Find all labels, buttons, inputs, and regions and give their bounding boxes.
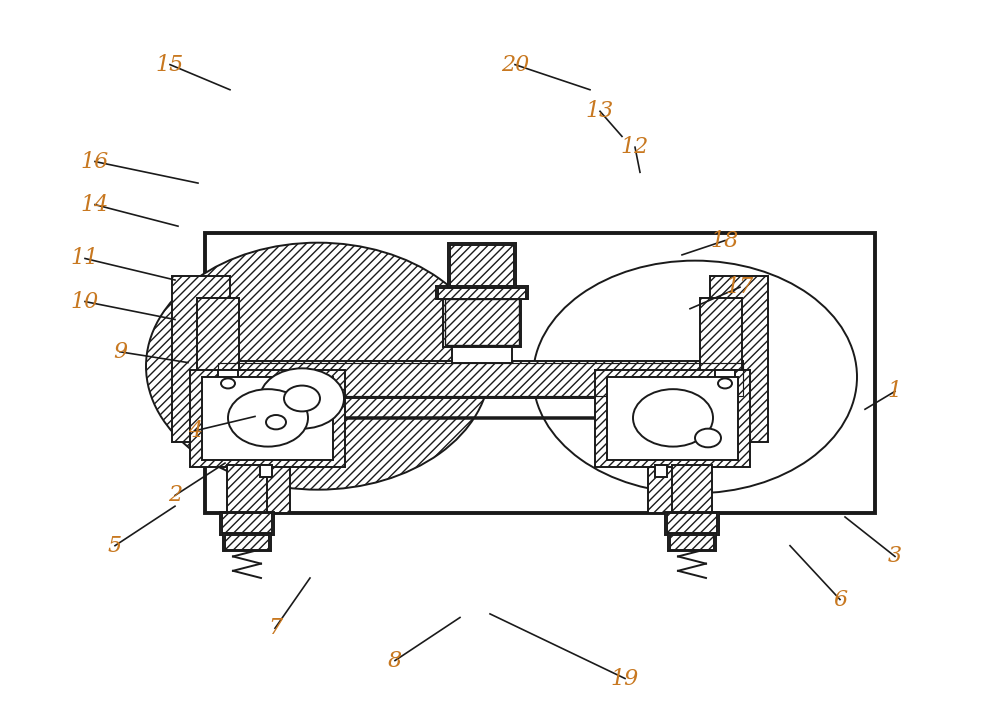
Bar bbox=[710, 276, 768, 442]
Bar bbox=[252, 397, 290, 513]
Text: 3: 3 bbox=[888, 546, 902, 567]
Text: 8: 8 bbox=[388, 650, 402, 671]
Bar bbox=[438, 288, 526, 299]
Bar bbox=[450, 245, 514, 286]
Bar bbox=[220, 512, 274, 535]
Bar bbox=[218, 370, 238, 396]
Bar bbox=[655, 465, 667, 477]
Text: 14: 14 bbox=[81, 194, 109, 215]
Text: 7: 7 bbox=[268, 617, 282, 639]
Bar bbox=[227, 465, 267, 513]
Circle shape bbox=[633, 389, 713, 447]
Text: 11: 11 bbox=[71, 248, 99, 269]
Bar bbox=[218, 363, 743, 396]
Text: 6: 6 bbox=[833, 589, 847, 610]
Text: 10: 10 bbox=[71, 291, 99, 312]
Text: 12: 12 bbox=[621, 136, 649, 158]
Bar bbox=[595, 370, 750, 467]
Bar bbox=[443, 298, 521, 347]
Text: 17: 17 bbox=[726, 276, 754, 298]
Bar bbox=[672, 465, 712, 513]
Text: 5: 5 bbox=[108, 535, 122, 556]
Bar bbox=[197, 298, 239, 373]
Bar bbox=[670, 535, 714, 550]
Circle shape bbox=[284, 386, 320, 411]
Bar bbox=[448, 243, 516, 288]
Bar bbox=[668, 533, 716, 551]
Text: 19: 19 bbox=[611, 668, 639, 689]
Bar bbox=[190, 370, 345, 467]
Text: 18: 18 bbox=[711, 230, 739, 251]
Text: 1: 1 bbox=[888, 381, 902, 402]
Text: 2: 2 bbox=[168, 485, 182, 506]
Bar bbox=[222, 513, 272, 533]
Circle shape bbox=[695, 429, 721, 447]
Bar bbox=[223, 533, 271, 551]
Bar bbox=[225, 535, 269, 550]
Bar bbox=[665, 512, 719, 535]
Bar bbox=[436, 286, 528, 299]
Bar bbox=[648, 397, 686, 513]
Bar bbox=[715, 370, 735, 396]
Text: 13: 13 bbox=[586, 101, 614, 122]
Circle shape bbox=[221, 378, 235, 388]
Bar bbox=[607, 377, 738, 460]
Circle shape bbox=[260, 368, 344, 429]
Text: 9: 9 bbox=[113, 341, 127, 363]
Circle shape bbox=[228, 389, 308, 447]
Bar bbox=[445, 299, 519, 345]
Text: 20: 20 bbox=[501, 54, 529, 75]
Bar bbox=[452, 347, 512, 363]
Text: 15: 15 bbox=[156, 54, 184, 75]
Bar bbox=[700, 298, 742, 373]
Bar bbox=[218, 361, 743, 398]
Circle shape bbox=[718, 378, 732, 388]
Circle shape bbox=[533, 261, 857, 493]
Bar bbox=[205, 233, 875, 513]
Text: 4: 4 bbox=[188, 420, 202, 442]
Circle shape bbox=[146, 243, 490, 490]
Bar bbox=[667, 513, 717, 533]
Bar bbox=[202, 377, 333, 460]
Bar bbox=[260, 465, 272, 477]
Circle shape bbox=[266, 415, 286, 429]
Text: 16: 16 bbox=[81, 151, 109, 172]
Bar bbox=[172, 276, 230, 442]
